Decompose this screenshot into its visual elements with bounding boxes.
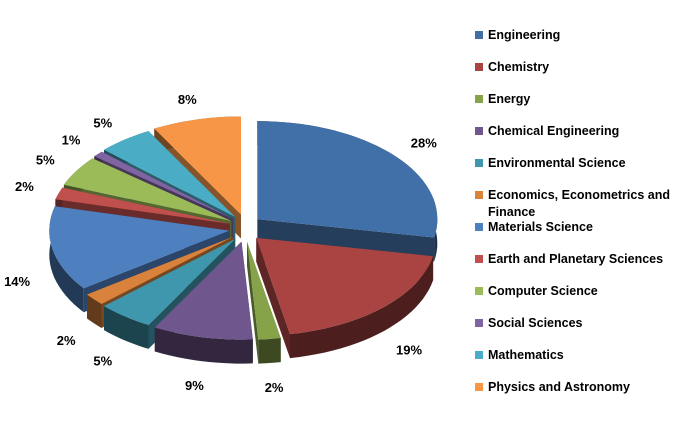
legend-item: Earth and Planetary Sciences	[475, 251, 675, 268]
data-label: 2%	[15, 179, 34, 194]
data-label: 14%	[4, 274, 30, 289]
slice	[87, 236, 233, 304]
slice-side	[258, 338, 281, 364]
legend-swatch	[475, 31, 483, 39]
legend-label: Materials Science	[488, 220, 593, 234]
data-label: 2%	[57, 333, 76, 348]
slice-side	[49, 206, 84, 313]
legend-swatch	[475, 159, 483, 167]
legend-label: Chemical Engineering	[488, 124, 620, 138]
legend-item: Environmental Science	[475, 155, 675, 172]
legend-label: Mathematics	[488, 348, 564, 362]
data-label: 8%	[178, 92, 197, 107]
legend-swatch	[475, 319, 483, 327]
slice-side	[290, 256, 434, 359]
legend-item: Engineering	[475, 27, 675, 44]
slice	[104, 239, 236, 325]
slice	[154, 241, 253, 340]
slice-side	[87, 294, 102, 328]
legend-swatch	[475, 255, 483, 263]
legend-swatch	[475, 383, 483, 391]
data-label: 1%	[62, 132, 81, 147]
data-label: 9%	[185, 378, 204, 393]
legend-label: Energy	[488, 92, 531, 106]
legend-swatch	[475, 351, 483, 359]
legend-swatch	[475, 95, 483, 103]
legend-label: Economics, Econometrics and Finance	[488, 188, 670, 219]
legend-label: Engineering	[488, 28, 561, 42]
data-label: 5%	[36, 152, 55, 167]
slice	[104, 131, 236, 217]
legend-item: Physics and Astronomy	[475, 379, 675, 396]
legend-label: Earth and Planetary Sciences	[488, 252, 664, 266]
slice	[55, 187, 230, 224]
legend-item: Economics, Econometrics and Finance	[475, 187, 675, 221]
slice	[63, 158, 232, 221]
slice	[154, 116, 241, 215]
legend-label: Environmental Science	[488, 156, 626, 170]
data-label: 5%	[93, 353, 112, 368]
legend-label: Social Sciences	[488, 316, 583, 330]
data-label: 19%	[396, 342, 422, 357]
data-label: 28%	[411, 136, 437, 151]
slice	[49, 206, 230, 289]
data-label: 2%	[265, 380, 284, 395]
slice-side	[257, 219, 435, 262]
legend-item: Social Sciences	[475, 315, 675, 332]
legend-label: Physics and Astronomy	[488, 380, 630, 394]
legend-swatch	[475, 191, 483, 199]
data-label: 5%	[93, 116, 112, 131]
legend-item: Chemical Engineering	[475, 123, 675, 140]
legend-item: Chemistry	[475, 59, 675, 76]
legend-swatch	[475, 127, 483, 135]
slice	[257, 121, 438, 238]
slice-side	[104, 306, 149, 349]
legend-label: Computer Science	[488, 284, 598, 298]
legend-item: Energy	[475, 91, 675, 108]
legend-swatch	[475, 287, 483, 295]
pie-area: 28%19%2%9%5%2%14%2%5%1%5%8%	[4, 92, 438, 395]
legend-item: Mathematics	[475, 347, 675, 364]
legend-item: Materials Science	[475, 219, 675, 236]
slice-side	[154, 327, 253, 364]
slice	[256, 237, 434, 335]
legend-label: Chemistry	[488, 60, 550, 74]
legend-swatch	[475, 63, 483, 71]
slice	[94, 151, 233, 219]
slice-side	[256, 237, 290, 359]
legend-item: Computer Science	[475, 283, 675, 300]
slice	[247, 241, 281, 340]
legend-swatch	[475, 223, 483, 231]
slice-side	[247, 241, 259, 364]
